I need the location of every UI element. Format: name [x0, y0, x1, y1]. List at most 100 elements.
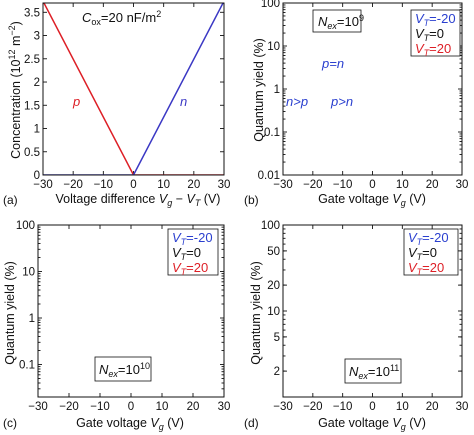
x-tick-label: −30 [273, 401, 293, 413]
panel-c-xlabel: Gate voltage Vg (V) [76, 416, 184, 432]
panel-d-ylabel: Quantum yield (%) [249, 261, 263, 365]
svg-text:VT=0: VT=0 [172, 245, 201, 262]
x-tick-label: −20 [303, 401, 323, 413]
panel-a-ylabel-post: ) [9, 21, 23, 25]
panel-b-xticks: −30 −20 −10 0 10 20 30 [273, 3, 468, 191]
svg-text:VT=-20: VT=-20 [415, 11, 456, 28]
panel-a-p-label: p [72, 94, 80, 109]
panel-a-xticks: −30 −20 −10 0 10 20 30 [33, 3, 230, 191]
y-tick-label: 100 [16, 220, 35, 232]
panel-a-yticks: 0 0.5 1 1.5 2 2.5 3 3.5 [24, 7, 224, 182]
y-tick-label: 0.1 [264, 127, 280, 139]
x-tick-label: −20 [303, 179, 323, 191]
y-tick-label: 1 [29, 313, 35, 325]
panel-a-xlabel: Voltage difference Vg − VT (V) [56, 192, 221, 208]
x-tick-label: 0 [369, 179, 375, 191]
panel-d-xticks: −30 −20 −10 0 10 20 30 [273, 225, 468, 413]
panel-a-curves [43, 3, 224, 175]
y-tick-label: 1.5 [24, 100, 40, 112]
y-tick-label: 10 [267, 306, 280, 318]
svg-text:VT=20: VT=20 [172, 260, 208, 277]
x-tick-label: −10 [333, 179, 353, 191]
series-p-line [43, 3, 224, 175]
x-tick-label: 20 [187, 179, 200, 191]
panel-b-ylabel: Quantum yield (%) [252, 38, 266, 142]
x-tick-label: −30 [33, 179, 53, 191]
x-tick-label: −20 [59, 401, 79, 413]
x-tick-label: −30 [28, 401, 48, 413]
panel-b-tag: (b) [244, 193, 259, 207]
x-tick-label: 20 [426, 401, 439, 413]
panel-d-xlabel: Gate voltage Vg (V) [318, 416, 426, 432]
svg-text:Nex=1011: Nex=1011 [349, 363, 399, 381]
panel-b-n-greater-p: n>p [286, 94, 308, 109]
x-tick-label: 20 [187, 401, 200, 413]
y-tick-label: 2.5 [24, 54, 40, 66]
y-tick-label: 0.01 [258, 170, 280, 182]
x-tick-label: 10 [396, 179, 409, 191]
panel-a-frame [42, 2, 225, 176]
series-n-line [43, 3, 224, 175]
panel-c: Quantum yield (%) 0.1 1 10 100 −30 −20 −10 0 10… [3, 220, 230, 432]
panel-a: Concentration (1012 m−2) 0 0.5 1 1.5 2 2.5 3 3.… [3, 2, 230, 208]
y-tick-label: 100 [261, 220, 280, 232]
x-tick-label: −10 [333, 401, 353, 413]
y-tick-label: 10 [22, 266, 35, 278]
svg-text:VT=20: VT=20 [408, 260, 444, 277]
x-tick-label: 0 [128, 401, 134, 413]
panel-b-frame [282, 2, 463, 176]
panel-b-p-greater-n: p>n [330, 94, 353, 109]
panel-a-ylabel-mid: m [9, 36, 23, 50]
svg-text:Nex=1010: Nex=1010 [99, 361, 150, 379]
svg-text:VT=0: VT=0 [408, 245, 437, 262]
panel-d-tag: (d) [244, 416, 259, 430]
x-tick-label: −20 [63, 179, 83, 191]
y-tick-label: 0 [34, 170, 40, 182]
panel-c-legend: VT=-20 VT=0 VT=20 [167, 228, 219, 277]
x-tick-label: −10 [90, 401, 110, 413]
x-tick-label: 10 [156, 401, 169, 413]
y-tick-label: 2 [274, 366, 280, 378]
y-tick-label: 3.5 [24, 7, 40, 19]
y-tick-label: 50 [267, 246, 280, 258]
panel-b-p-equals-n: p=n [321, 56, 344, 71]
y-tick-label: 0.5 [24, 147, 40, 159]
x-tick-label: 10 [157, 179, 170, 191]
svg-text:VT=-20: VT=-20 [172, 230, 213, 247]
panel-d-frame [282, 224, 463, 398]
svg-text:VT=-20: VT=-20 [408, 230, 449, 247]
x-tick-label: 30 [218, 401, 231, 413]
x-tick-label: 30 [218, 179, 231, 191]
panel-d: Quantum yield (%) 2 5 10 20 50 100 −30 −20 −10 0… [244, 220, 468, 432]
x-tick-label: 30 [456, 179, 469, 191]
y-tick-label: 0.1 [19, 359, 35, 371]
panel-d-legend: VT=-20 VT=0 VT=20 [403, 228, 459, 277]
svg-text:VT=20: VT=20 [415, 41, 451, 58]
panel-a-cox-label: Cox=20 nF/m2 [82, 9, 161, 27]
panel-c-ylabel: Quantum yield (%) [3, 261, 17, 365]
panel-a-tag: (a) [3, 193, 18, 207]
y-tick-label: 1 [274, 84, 280, 96]
panel-b-legend: VT=-20 VT=0 VT=20 [410, 9, 461, 58]
panel-c-tag: (c) [3, 416, 17, 430]
x-tick-label: 0 [369, 401, 375, 413]
panel-a-ylabel: Concentration (1012 m−2) [7, 21, 23, 159]
x-tick-label: 0 [130, 179, 136, 191]
svg-text:VT=0: VT=0 [415, 26, 444, 43]
x-tick-label: 20 [426, 179, 439, 191]
svg-text:Nex=109: Nex=109 [318, 13, 364, 31]
panel-a-n-label: n [180, 94, 187, 109]
x-tick-label: 10 [396, 401, 409, 413]
y-tick-label: 3 [34, 31, 40, 43]
panel-b-xlabel: Gate voltage Vg (V) [318, 192, 426, 208]
y-tick-label: 10 [267, 41, 280, 53]
panel-d-nex-box: Nex=1011 [344, 358, 402, 384]
y-tick-label: 100 [261, 0, 280, 10]
y-tick-label: 20 [267, 280, 280, 292]
panel-b-nex-box: Nex=109 [312, 9, 364, 33]
x-tick-label: −30 [273, 179, 293, 191]
panel-a-ylabel-sup2: −2 [7, 25, 17, 35]
x-tick-label: −10 [94, 179, 114, 191]
